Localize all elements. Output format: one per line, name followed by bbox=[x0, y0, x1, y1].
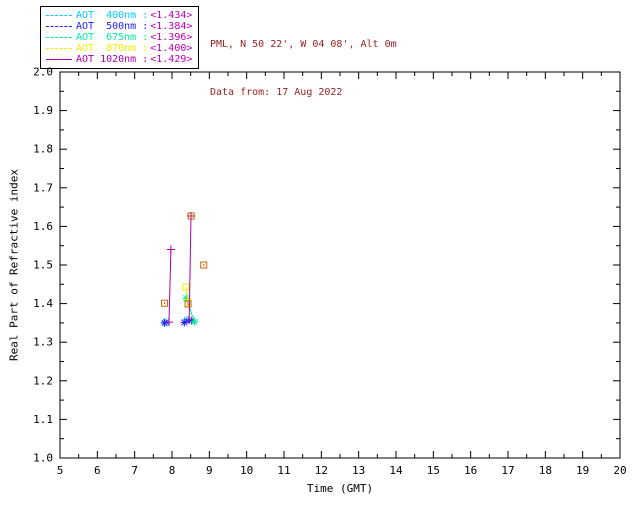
marker-asterisk-aot-500 bbox=[180, 318, 189, 327]
x-tick-label: 20 bbox=[613, 464, 626, 477]
marker-asterisk-aot-675 bbox=[190, 317, 199, 326]
x-tick-label: 18 bbox=[539, 464, 552, 477]
y-axis-title: Real Part of Refractive index bbox=[7, 168, 21, 362]
y-tick-label: 2.0 bbox=[33, 66, 53, 79]
marker-asterisk-aot-675 bbox=[182, 294, 191, 303]
legend-line-sample-aot-675nm bbox=[46, 37, 72, 38]
header-location: PML, N 50 22', W 04 08', Alt 0m bbox=[210, 39, 397, 50]
marker-square-orange-squares bbox=[184, 300, 192, 308]
x-tick-label: 17 bbox=[501, 464, 514, 477]
y-tick-label: 1.3 bbox=[33, 336, 53, 349]
legend-row-aot-400nm: AOT 400nm : <1.434> bbox=[46, 10, 192, 21]
legend-line-sample-aot-870nm bbox=[46, 48, 72, 49]
marker-square-dot-orange-squares bbox=[202, 264, 205, 266]
x-tick-label: 13 bbox=[352, 464, 365, 477]
legend-value-aot-675nm: <1.396> bbox=[150, 32, 193, 43]
x-tick-label: 9 bbox=[206, 464, 213, 477]
x-tick-label: 6 bbox=[94, 464, 101, 477]
marker-plus-aot-1020 bbox=[166, 245, 175, 254]
legend-line-sample-aot-500nm bbox=[46, 26, 72, 27]
x-tick-label: 7 bbox=[131, 464, 138, 477]
legend-row-aot-675nm: AOT 675nm : <1.396> bbox=[46, 32, 192, 43]
plot-border bbox=[59, 71, 621, 459]
marker-asterisk-aot-500 bbox=[160, 318, 169, 327]
legend-row-aot-870nm: AOT 870nm : <1.400> bbox=[46, 43, 192, 54]
legend-value-aot-1020nm: <1.429> bbox=[150, 54, 193, 65]
y-tick-label: 1.7 bbox=[33, 181, 53, 194]
legend-value-aot-400nm: <1.434> bbox=[150, 10, 193, 21]
series-line-aot-1020 bbox=[188, 215, 192, 320]
legend-box: AOT 400nm : <1.434> AOT 500nm : <1.384> AOT … bbox=[40, 6, 200, 69]
y-tick-label: 1.9 bbox=[33, 104, 53, 117]
y-tick-label: 1.2 bbox=[33, 374, 53, 387]
legend-label-aot-1020nm: AOT 1020nm : bbox=[76, 54, 149, 65]
legend-line-sample-aot-400nm bbox=[46, 15, 72, 16]
marker-square-aot-870 bbox=[182, 283, 190, 291]
legend-label-aot-870nm: AOT 870nm : bbox=[76, 43, 149, 54]
marker-plus-aot-1020 bbox=[185, 315, 194, 324]
y-tick-label: 1.6 bbox=[33, 220, 53, 233]
x-tick-label: 10 bbox=[240, 464, 253, 477]
series-line-aot-1020 bbox=[168, 249, 172, 323]
x-tick-label: 8 bbox=[169, 464, 176, 477]
x-tick-label: 11 bbox=[277, 464, 290, 477]
x-tick-label: 14 bbox=[389, 464, 403, 477]
x-axis-title: Time (GMT) bbox=[306, 482, 374, 495]
marker-square-dot-orange-squares bbox=[190, 215, 192, 217]
legend-label-aot-400nm: AOT 400nm : bbox=[76, 10, 149, 21]
x-tick-label: 12 bbox=[315, 464, 328, 477]
y-tick-label: 1.5 bbox=[33, 259, 53, 272]
marker-asterisk-aot-500 bbox=[187, 316, 196, 325]
marker-square-dot-orange-squares bbox=[163, 302, 166, 304]
y-tick-label: 1.4 bbox=[33, 297, 53, 310]
x-tick-label: 16 bbox=[464, 464, 477, 477]
marker-square-orange-squares bbox=[200, 261, 208, 269]
marker-square-dot-orange-squares bbox=[187, 303, 189, 305]
marker-plus-aot-1020 bbox=[165, 318, 174, 327]
legend-value-aot-870nm: <1.400> bbox=[150, 43, 193, 54]
marker-square-orange-squares bbox=[161, 299, 169, 307]
x-tick-label: 15 bbox=[427, 464, 440, 477]
header-date: Data from: 17 Aug 2022 bbox=[210, 87, 343, 98]
marker-square-orange-squares bbox=[187, 212, 195, 220]
y-tick-label: 1.0 bbox=[33, 452, 53, 465]
legend-label-aot-675nm: AOT 675nm : bbox=[76, 32, 149, 43]
y-tick-label: 1.8 bbox=[33, 143, 53, 156]
legend-label-aot-500nm: AOT 500nm : bbox=[76, 21, 149, 32]
x-tick-label: 5 bbox=[57, 464, 64, 477]
plot-header: PML, N 50 22', W 04 08', Alt 0m Data fro… bbox=[210, 5, 397, 133]
legend-row-aot-1020nm: AOT 1020nm : <1.429> bbox=[46, 54, 192, 65]
legend-value-aot-500nm: <1.384> bbox=[150, 21, 193, 32]
legend-line-sample-aot-1020nm bbox=[46, 59, 72, 60]
legend-row-aot-500nm: AOT 500nm : <1.384> bbox=[46, 21, 192, 32]
x-tick-label: 19 bbox=[576, 464, 589, 477]
y-tick-label: 1.1 bbox=[33, 413, 53, 426]
